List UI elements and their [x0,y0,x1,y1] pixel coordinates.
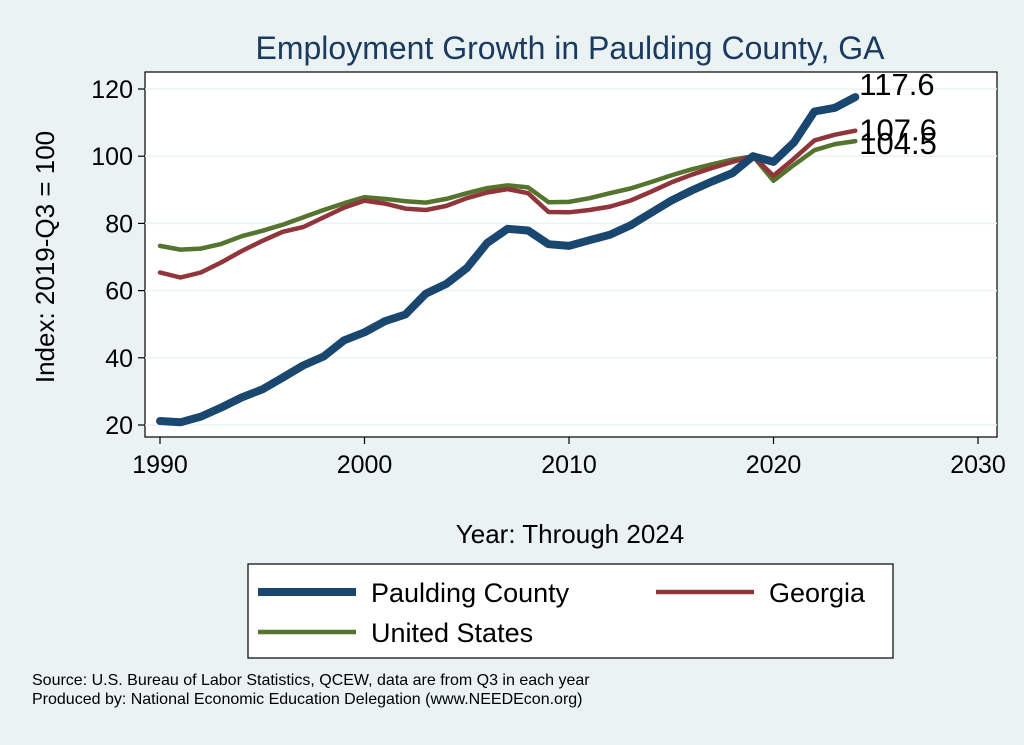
y-tick-label: 80 [105,210,133,238]
x-tick-label: 2020 [746,451,802,479]
legend-label: Georgia [769,578,866,608]
series-line-georgia [157,128,858,280]
y-axis-label: Index: 2019-Q3 = 100 [30,131,60,383]
end-value-label: 107.6 [859,113,937,148]
x-axis-label: Year: Through 2024 [456,519,684,549]
chart-title: Employment Growth in Paulding County, GA [255,30,885,66]
x-tick-label: 2000 [337,451,393,479]
legend-label: United States [371,618,533,648]
y-tick-label: 20 [105,412,133,440]
producer-line: Produced by: National Economic Education… [32,691,583,708]
y-tick-label: 100 [91,143,133,171]
series-line-paulding-county [156,93,860,427]
x-tick-label: 2010 [541,451,597,479]
y-tick-label: 120 [91,76,133,104]
end-value-label: 104.5 [859,126,937,161]
legend-box [247,563,894,659]
source-line: Source: U.S. Bureau of Labor Statistics,… [32,672,590,689]
legend-label: Paulding County [371,578,570,608]
chart-legend: Paulding County Georgia United States [247,563,894,659]
x-tick-label: 1990 [132,451,188,479]
source-note: Source: U.S. Bureau of Labor Statistics,… [32,671,590,709]
y-tick-label: 40 [105,345,133,373]
y-tick-label: 60 [105,278,133,306]
x-tick-label: 2030 [950,451,1006,479]
end-value-label: 117.6 [859,67,934,102]
